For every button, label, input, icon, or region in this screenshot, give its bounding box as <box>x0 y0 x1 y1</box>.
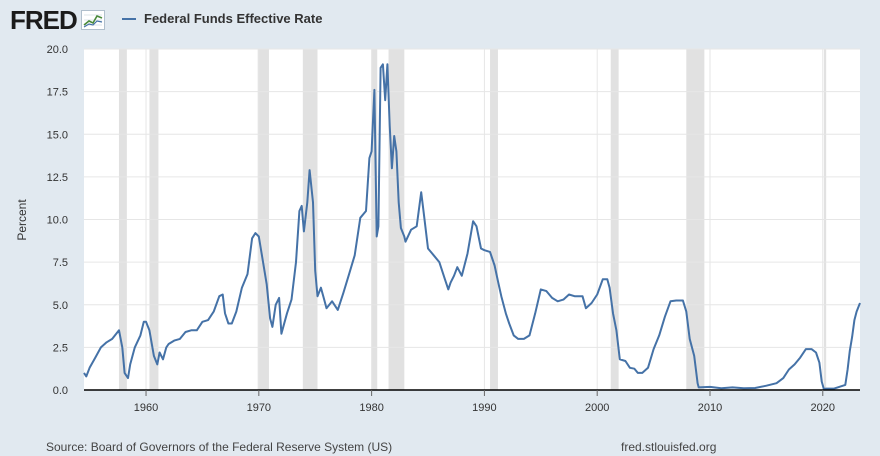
trend-line-icon <box>80 10 105 30</box>
y-tick-label: 5.0 <box>53 300 68 312</box>
x-tick-label: 2020 <box>811 402 835 414</box>
series-layer <box>83 63 861 391</box>
site-link[interactable]: fred.stlouisfed.org <box>621 440 717 454</box>
x-tick-label: 1980 <box>359 402 383 414</box>
source-note: Source: Board of Governors of the Federa… <box>46 440 393 454</box>
fred-logo[interactable]: FRED <box>10 6 105 34</box>
y-tick-label: 12.5 <box>47 172 68 184</box>
y-axis-title: Percent <box>15 199 29 241</box>
x-tick-label: 2000 <box>585 402 609 414</box>
x-tick-labels: 1960 1970 1980 1990 2000 2010 2020 <box>134 390 835 414</box>
y-tick-label: 2.5 <box>53 342 68 354</box>
x-tick-label: 1960 <box>134 402 158 414</box>
y-tick-label: 15.0 <box>47 129 68 141</box>
x-tick-label: 1990 <box>472 402 496 414</box>
legend-swatch <box>122 17 136 20</box>
y-tick-label: 20.0 <box>47 44 68 56</box>
y-tick-label: 10.0 <box>47 215 68 227</box>
y-tick-label: 17.5 <box>47 87 68 99</box>
y-tick-label: 0.0 <box>53 385 68 397</box>
grid-lines <box>84 48 860 390</box>
y-tick-labels: 0.0 2.5 5.0 7.5 10.0 12.5 15.0 17.5 20.0 <box>47 44 68 397</box>
legend-label: Federal Funds Effective Rate <box>144 11 323 26</box>
x-tick-label: 2010 <box>698 402 722 414</box>
series-line-0[interactable] <box>83 63 861 391</box>
y-tick-label: 7.5 <box>53 257 68 269</box>
legend[interactable]: Federal Funds Effective Rate <box>122 11 322 26</box>
logo-text: FRED <box>10 5 78 35</box>
x-tick-label: 1970 <box>247 402 271 414</box>
